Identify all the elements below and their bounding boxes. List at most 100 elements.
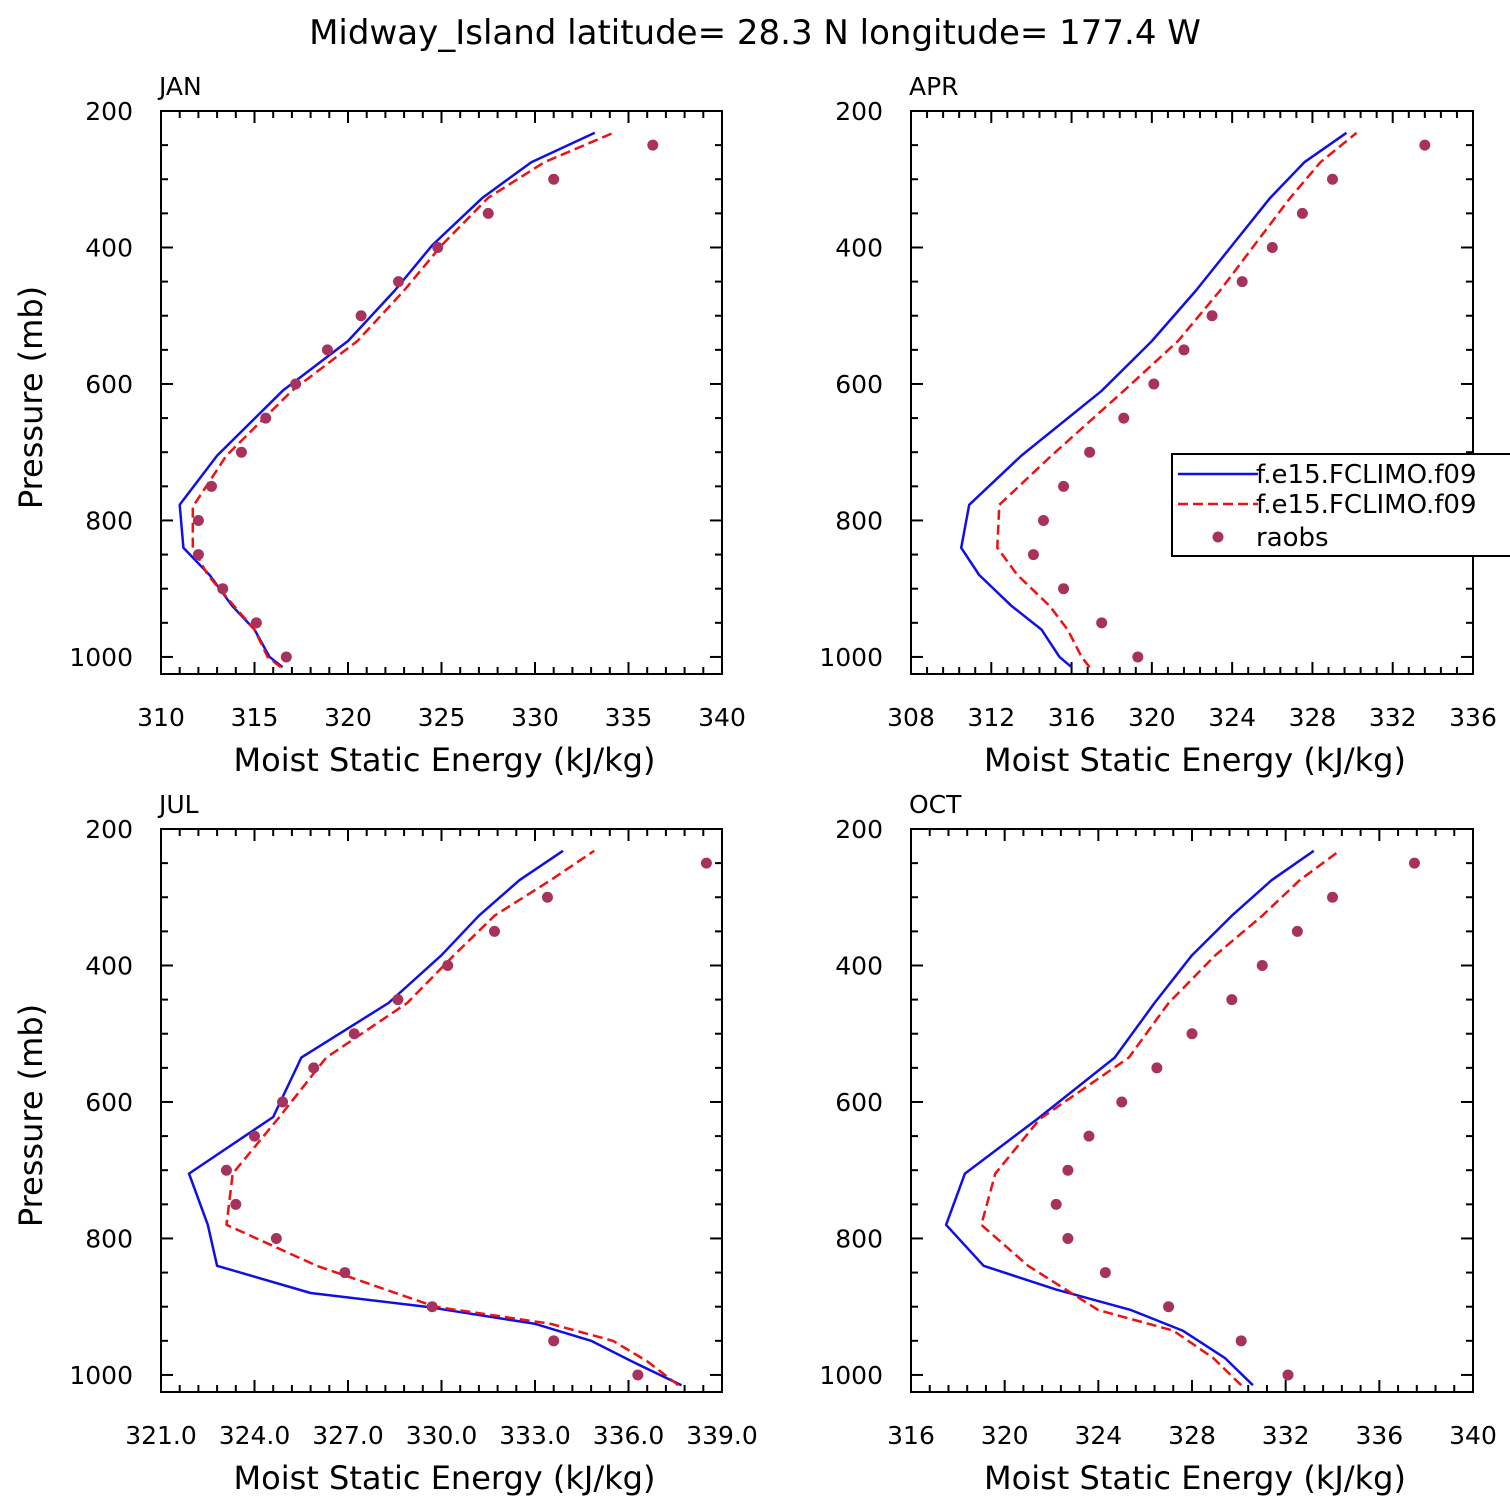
panel-label: JUL xyxy=(157,790,199,819)
y-tick-label: 200 xyxy=(85,815,133,844)
raobs-point xyxy=(250,617,262,629)
x-tick-label: 340 xyxy=(1449,1421,1497,1450)
raobs-point xyxy=(1062,1232,1074,1244)
raobs-point xyxy=(260,412,272,424)
plot-frame xyxy=(910,828,1474,1393)
raobs-point xyxy=(1282,1369,1294,1381)
x-tick-label: 312 xyxy=(967,703,1015,732)
panel-jan: 310 315 320 325 330 335 340 200 400 600 800 1000 JAN… xyxy=(12,72,746,779)
raobs-point xyxy=(280,651,292,663)
series-line-solid xyxy=(178,131,596,669)
panel-label: JAN xyxy=(157,72,202,101)
raobs-point xyxy=(541,891,553,903)
raobs-point xyxy=(1099,1267,1111,1279)
y-tick-label: 800 xyxy=(835,1224,883,1253)
x-tick-label: 308 xyxy=(887,703,935,732)
x-tick-label: 316 xyxy=(887,1421,935,1450)
x-tick-label: 330 xyxy=(511,703,559,732)
y-tick-label: 1000 xyxy=(69,643,133,672)
raobs-point xyxy=(1118,412,1130,424)
x-tick-label: 325 xyxy=(418,703,466,732)
raobs-point xyxy=(1256,959,1268,971)
x-tick-label: 332 xyxy=(1369,703,1417,732)
raobs-point xyxy=(432,241,444,253)
x-tick-label: 320 xyxy=(324,703,372,732)
y-tick-label: 400 xyxy=(85,233,133,262)
panel-label: OCT xyxy=(909,790,962,819)
plot-frame xyxy=(160,110,723,675)
raobs-point xyxy=(647,139,659,151)
series-line-dashed xyxy=(191,131,614,669)
y-tick-label: 400 xyxy=(835,951,883,980)
y-tick-label: 200 xyxy=(85,97,133,126)
x-tick-label: 335 xyxy=(605,703,653,732)
panel-jul: 321.0 324.0 327.0 330.0 333.0 336.0 339.0 200 40… xyxy=(12,790,758,1497)
raobs-point xyxy=(290,378,302,390)
x-tick-label: 336 xyxy=(1449,703,1497,732)
raobs-point xyxy=(1151,1062,1163,1074)
plot-frame xyxy=(160,828,723,1393)
raobs-point xyxy=(1132,651,1144,663)
raobs-point xyxy=(1058,480,1070,492)
legend-label: raobs xyxy=(1256,523,1329,553)
raobs-point xyxy=(1419,139,1431,151)
figure-title: Midway_Island latitude= 28.3 N longitude… xyxy=(309,13,1201,53)
raobs-point xyxy=(1058,583,1070,595)
x-tick-label: 324.0 xyxy=(219,1421,291,1450)
raobs-point xyxy=(1408,857,1420,869)
raobs-point xyxy=(205,480,217,492)
legend-label: f.e15.FCLIMO.f09 xyxy=(1256,490,1476,520)
raobs-point xyxy=(321,344,333,356)
raobs-point xyxy=(1050,1198,1062,1210)
raobs-point xyxy=(1084,446,1096,458)
x-tick-label: 336.0 xyxy=(593,1421,665,1450)
raobs-point xyxy=(1296,207,1308,219)
x-tick-label: 330.0 xyxy=(406,1421,478,1450)
series-line-solid xyxy=(187,849,683,1387)
y-tick-label: 600 xyxy=(85,370,133,399)
x-tick-label: 328 xyxy=(1168,1421,1216,1450)
panel-oct: 316 320 324 328 332 336 340 200 400 600 800 1000 OCT… xyxy=(819,790,1496,1497)
raobs-point xyxy=(426,1301,438,1313)
raobs-point xyxy=(1327,891,1338,903)
raobs-point xyxy=(632,1369,644,1381)
raobs-point xyxy=(1206,310,1218,322)
raobs-point xyxy=(220,1164,232,1176)
raobs-point xyxy=(1186,1028,1198,1040)
x-axis-label: Moist Static Energy (kJ/kg) xyxy=(234,1459,656,1497)
series-line-solid xyxy=(959,131,1348,669)
raobs-point xyxy=(1062,1164,1074,1176)
raobs-point xyxy=(1291,925,1303,937)
y-tick-label: 200 xyxy=(835,815,883,844)
legend-box xyxy=(1171,453,1510,557)
panel-apr: 308 312 316 320 324 328 332 336 200 400 600 800 1000… xyxy=(819,72,1496,779)
x-axis-label: Moist Static Energy (kJ/kg) xyxy=(984,741,1406,779)
y-tick-label: 200 xyxy=(835,97,883,126)
raobs-point xyxy=(1266,241,1278,253)
y-tick-label: 1000 xyxy=(819,643,883,672)
raobs-point xyxy=(488,925,500,937)
raobs-point xyxy=(1327,173,1338,185)
raobs-point xyxy=(548,173,560,185)
raobs-point xyxy=(700,857,712,869)
legend-label: f.e15.FCLIMO.f09 xyxy=(1256,460,1476,490)
raobs-point xyxy=(392,276,404,288)
x-tick-label: 328 xyxy=(1289,703,1337,732)
raobs-point xyxy=(192,514,204,526)
x-tick-label: 321.0 xyxy=(125,1421,197,1450)
y-tick-label: 1000 xyxy=(69,1361,133,1390)
y-tick-label: 400 xyxy=(835,233,883,262)
x-tick-label: 339.0 xyxy=(686,1421,758,1450)
x-tick-label: 320 xyxy=(981,1421,1029,1450)
y-tick-label: 800 xyxy=(835,506,883,535)
raobs-point xyxy=(270,1232,282,1244)
panels: 310 315 320 325 330 335 340 200 400 600 800 1000 JAN… xyxy=(12,72,1497,1497)
raobs-point xyxy=(392,994,404,1006)
y-tick-label: 600 xyxy=(85,1088,133,1117)
series-line-dashed xyxy=(225,849,680,1387)
x-tick-label: 315 xyxy=(231,703,279,732)
raobs-point xyxy=(1116,1096,1128,1108)
raobs-point xyxy=(348,1028,360,1040)
x-axis-label: Moist Static Energy (kJ/kg) xyxy=(984,1459,1406,1497)
